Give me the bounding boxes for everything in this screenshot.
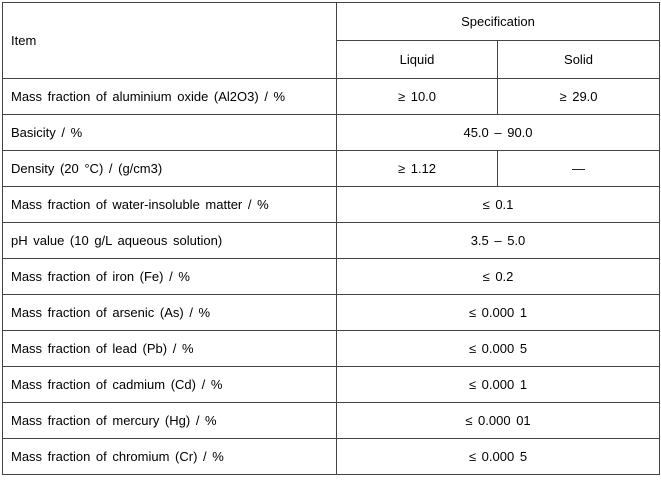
- value-cell: ≤ 0.1: [336, 186, 660, 223]
- item-cell: Mass fraction of chromium (Cr) / %: [2, 438, 337, 475]
- item-cell: Mass fraction of mercury (Hg) / %: [2, 402, 337, 439]
- table-row: Mass fraction of cadmium (Cd) / % ≤ 0.000…: [2, 366, 660, 403]
- table-row: Mass fraction of water-insoluble matter …: [2, 186, 660, 223]
- item-cell: Mass fraction of arsenic (As) / %: [2, 294, 337, 331]
- value-cell: ≤ 0.000 5: [336, 330, 660, 367]
- value-cell: —: [497, 150, 660, 187]
- value-cell: ≥ 10.0: [336, 78, 498, 115]
- table-row: Mass fraction of chromium (Cr) / % ≤ 0.00…: [2, 438, 660, 475]
- item-cell: Mass fraction of lead (Pb) / %: [2, 330, 337, 367]
- table-row: Mass fraction of lead (Pb) / % ≤ 0.000 5: [2, 330, 660, 367]
- item-cell: Mass fraction of aluminium oxide (Al2O3)…: [2, 78, 337, 115]
- table-row: Mass fraction of iron (Fe) / % ≤ 0.2: [2, 258, 660, 295]
- value-cell: 3.5 – 5.0: [336, 222, 660, 259]
- value-cell: ≤ 0.000 1: [336, 366, 660, 403]
- item-cell: Basicity / %: [2, 114, 337, 151]
- spec-table: Item Specification Liquid Solid Mass fra…: [2, 2, 660, 475]
- value-cell: ≤ 0.000 5: [336, 438, 660, 475]
- value-cell: ≤ 0.2: [336, 258, 660, 295]
- table-row: Mass fraction of mercury (Hg) / % ≤ 0.000…: [2, 402, 660, 439]
- table-row: pH value (10 g/L aqueous solution) 3.5 – …: [2, 222, 660, 259]
- value-cell: 45.0 – 90.0: [336, 114, 660, 151]
- header-item: Item: [2, 2, 337, 79]
- table-row: Basicity / % 45.0 – 90.0: [2, 114, 660, 151]
- value-cell: ≥ 29.0: [497, 78, 660, 115]
- item-cell: Mass fraction of cadmium (Cd) / %: [2, 366, 337, 403]
- header-specification: Specification: [336, 2, 660, 41]
- value-cell: ≤ 0.000 1: [336, 294, 660, 331]
- table-row: Mass fraction of aluminium oxide (Al2O3)…: [2, 78, 660, 115]
- header-column: Liquid: [336, 40, 498, 79]
- item-cell: Density (20 °C) / (g/cm3): [2, 150, 337, 187]
- value-cell: ≥ 1.12: [336, 150, 498, 187]
- value-cell: ≤ 0.000 01: [336, 402, 660, 439]
- item-cell: Mass fraction of iron (Fe) / %: [2, 258, 337, 295]
- item-cell: pH value (10 g/L aqueous solution): [2, 222, 337, 259]
- table-row: Mass fraction of arsenic (As) / % ≤ 0.000…: [2, 294, 660, 331]
- header-row: Item Specification: [2, 2, 660, 79]
- header-column: Solid: [497, 40, 660, 79]
- item-cell: Mass fraction of water-insoluble matter …: [2, 186, 337, 223]
- header-row: Liquid Solid: [3, 40, 660, 79]
- table-row: Density (20 °C) / (g/cm3) ≥ 1.12—: [2, 150, 660, 187]
